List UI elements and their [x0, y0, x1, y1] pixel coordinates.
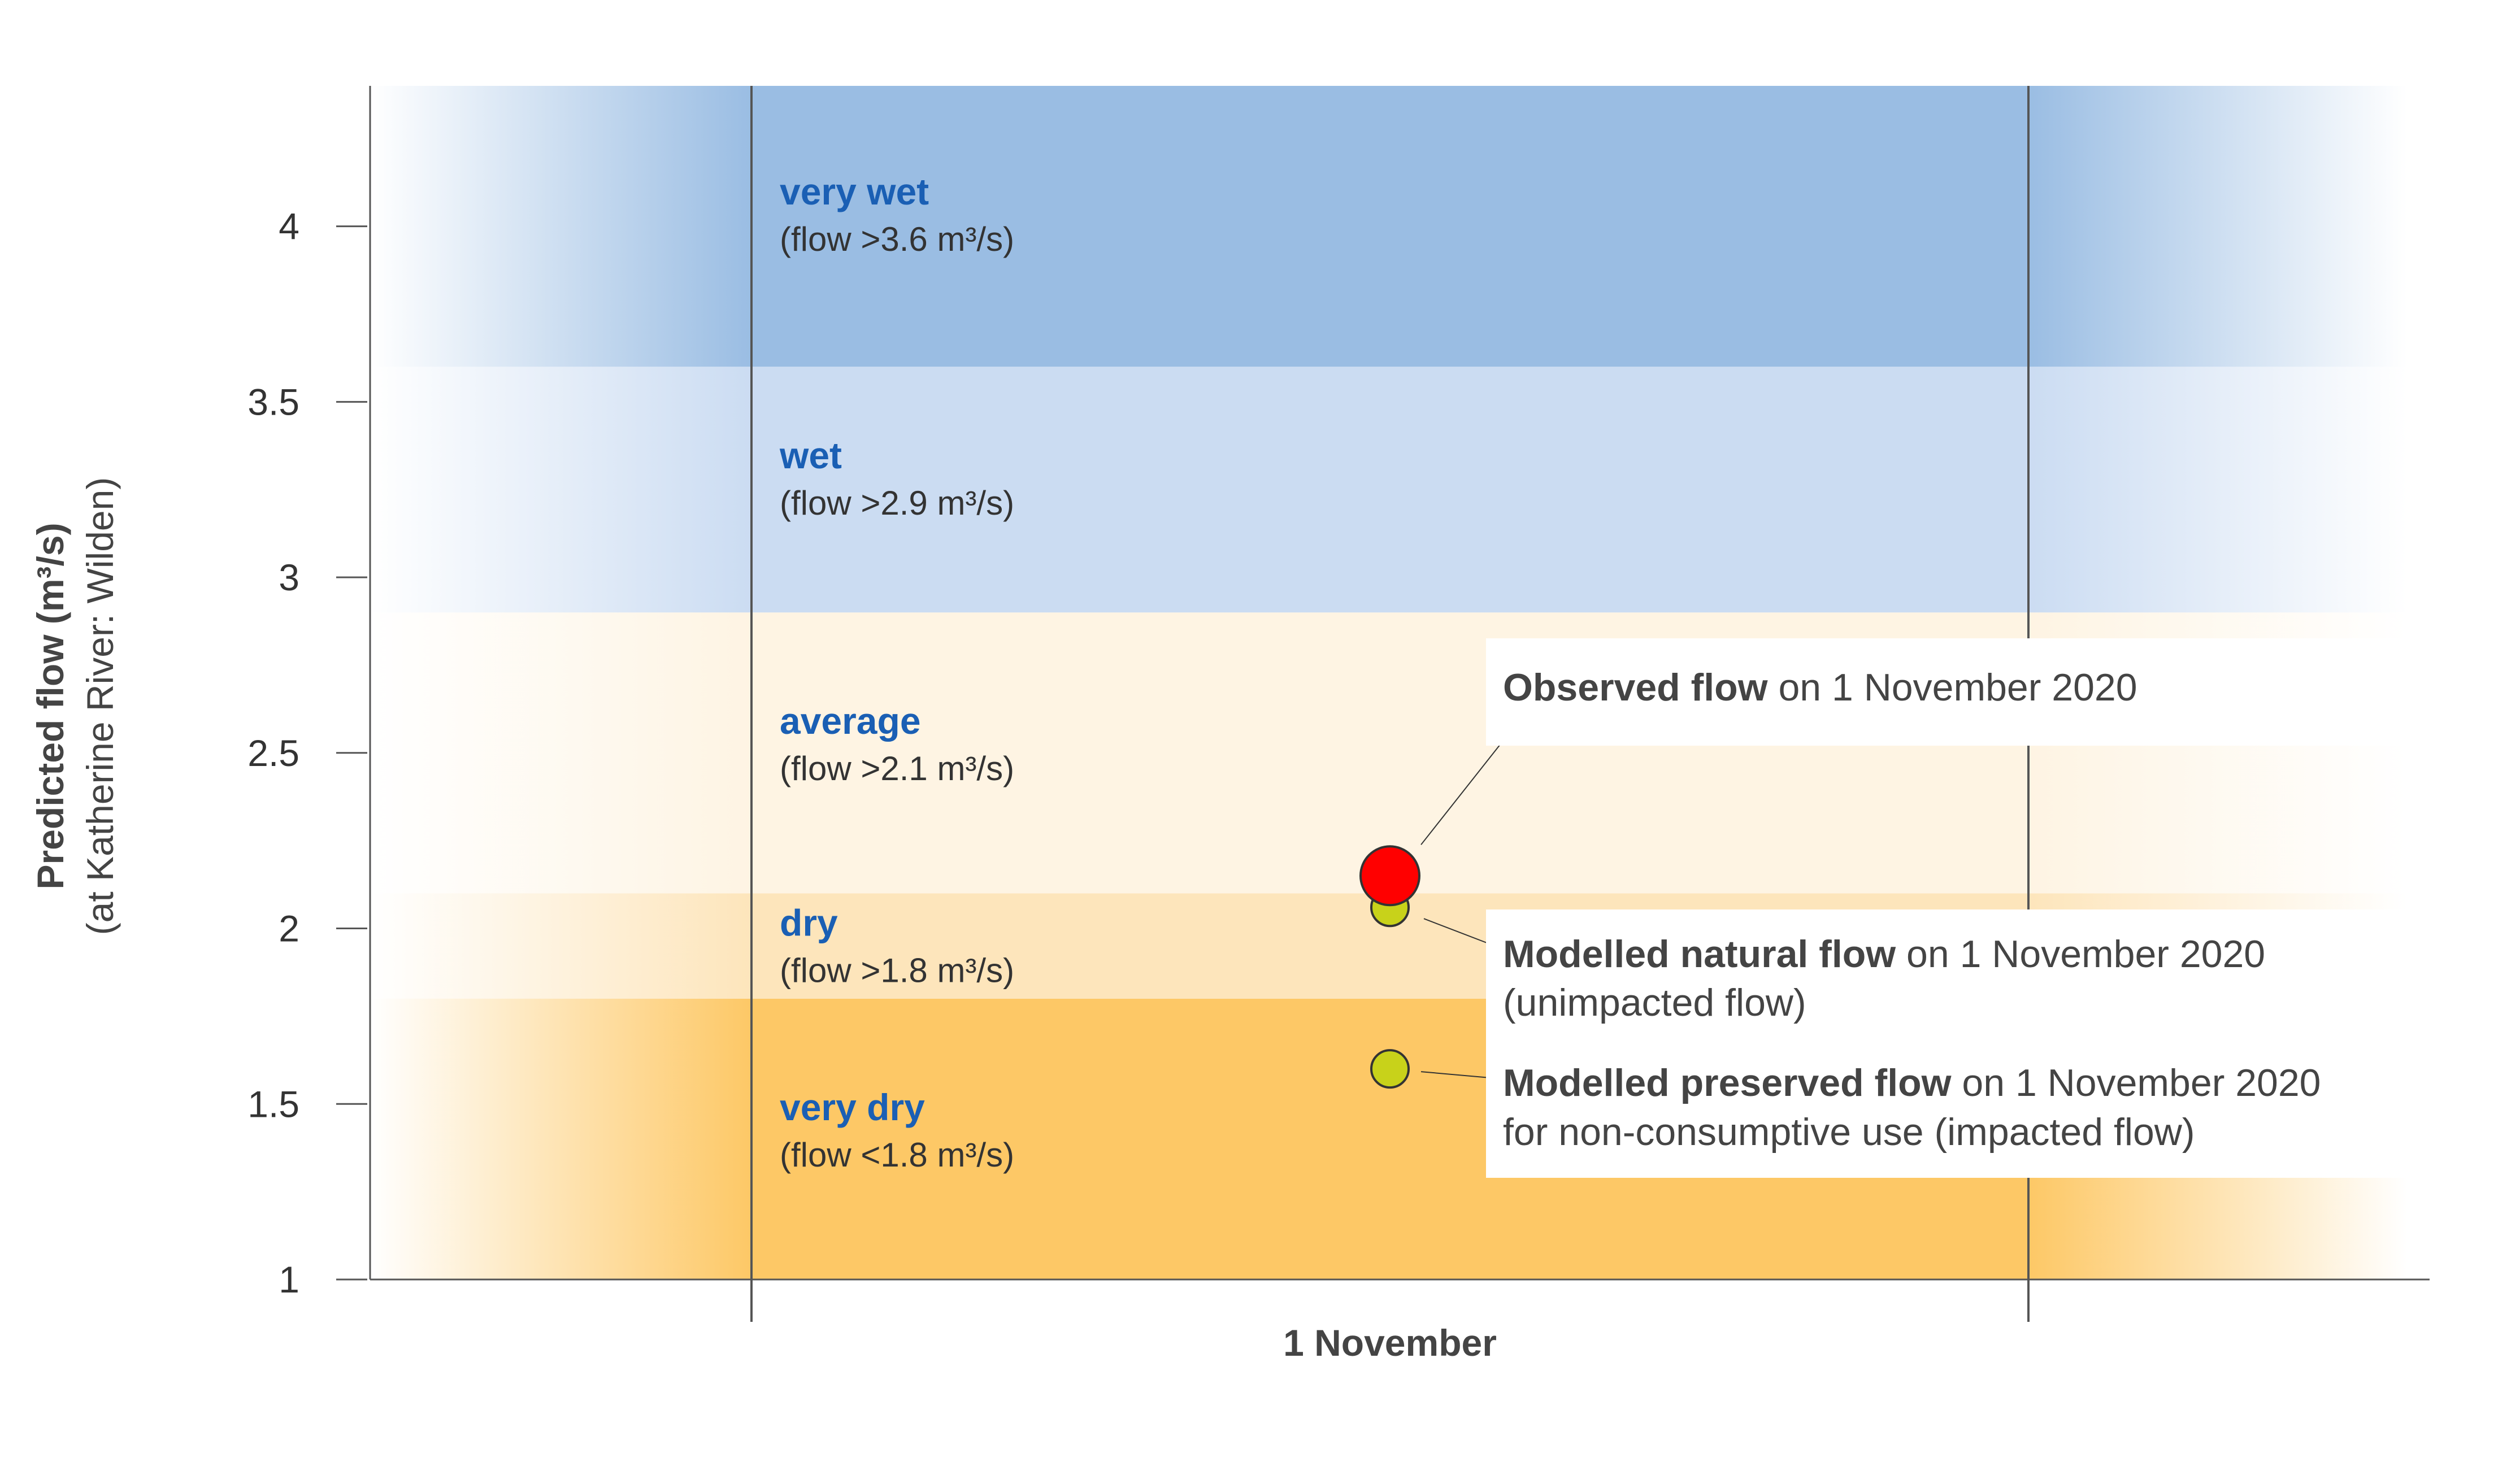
annotation-text: Observed flow on 1 November 2020 [1503, 666, 2137, 709]
point-modelled-preserved-flow [1370, 1049, 1410, 1089]
annotation-text-line2: for non-consumptive use (impacted flow) [1503, 1111, 2195, 1154]
data-points [1359, 845, 1420, 1089]
annotation-text: Modelled natural flow on 1 November 2020 [1503, 933, 2265, 976]
band-note-wet: (flow >2.9 m³/s) [780, 484, 1014, 522]
annotation-box [1486, 909, 2407, 1056]
band-label-average: average [780, 700, 921, 742]
y-tick-label: 2.5 [247, 732, 299, 774]
band-label-wet: wet [779, 434, 842, 476]
annotation-text-line2: (unimpacted flow) [1503, 981, 1806, 1024]
y-tick-label: 3 [279, 556, 299, 598]
band-note-average: (flow >2.1 m³/s) [780, 750, 1014, 787]
y-tick-label: 2 [279, 908, 299, 950]
band-note-very-dry: (flow <1.8 m³/s) [780, 1136, 1014, 1174]
annotation-box [1486, 638, 2407, 746]
annotations: Observed flow on 1 November 2020 Modelled… [1420, 638, 2407, 1178]
annotation-leader-line [1420, 744, 1501, 845]
y-tick-label: 3.5 [247, 381, 299, 423]
band-very-wet [370, 86, 2415, 367]
y-tick-label: 1.5 [247, 1083, 299, 1125]
band-label-very-dry: very dry [780, 1086, 925, 1128]
y-axis-label: Predicted flow (m³/s) [29, 523, 71, 889]
point-observed-flow [1359, 845, 1420, 907]
band-wet [370, 367, 2415, 613]
annotation-box [1486, 1054, 2407, 1178]
y-tick-label: 1 [279, 1259, 299, 1300]
y-axis-ticks: 1 1.5 2 2.5 3 3.5 4 [247, 206, 367, 1300]
y-axis-sublabel: (at Katherine River: Wilden) [79, 477, 121, 935]
band-label-very-wet: very wet [780, 171, 929, 212]
annotation-text: Modelled preserved flow on 1 November 20… [1503, 1061, 2321, 1104]
y-tick-label: 4 [279, 206, 299, 247]
band-label-dry: dry [780, 902, 838, 943]
band-note-dry: (flow >1.8 m³/s) [780, 951, 1014, 989]
band-labels: very dry (flow <1.8 m³/s) dry (flow >1.8 m³… [779, 171, 1014, 1174]
x-axis-label: 1 November [1283, 1322, 1497, 1364]
band-note-very-wet: (flow >3.6 m³/s) [780, 220, 1014, 258]
y-axis-title: Predicted flow (m³/s) (at Katherine Rive… [29, 477, 121, 935]
